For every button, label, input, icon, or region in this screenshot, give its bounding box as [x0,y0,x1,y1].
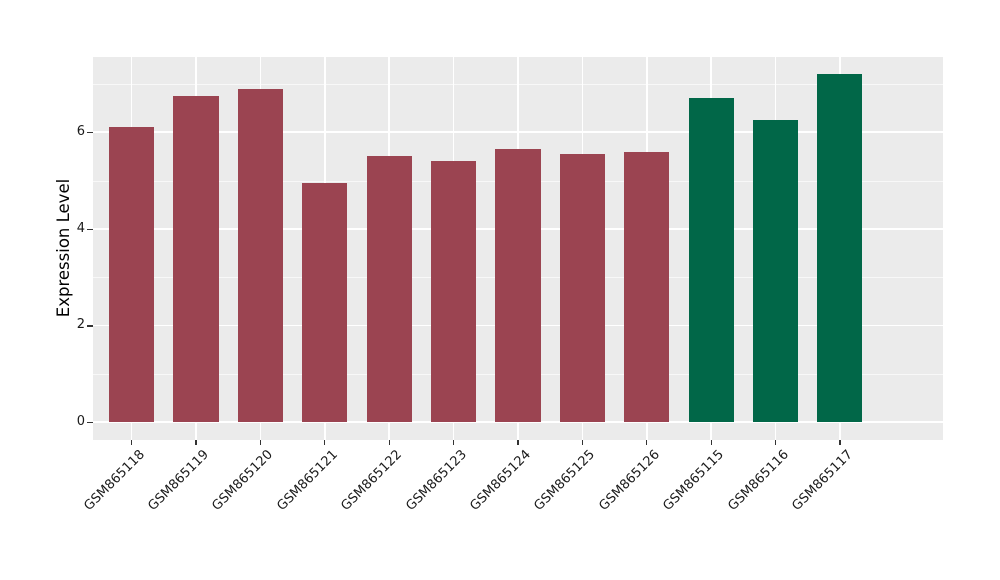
x-tick-mark [131,440,133,445]
major-gridline [93,421,943,423]
x-tick-mark [839,440,841,445]
x-tick-label: GSM865121 [274,447,341,514]
y-tick-mark [87,422,93,424]
bar-GSM865119 [173,95,219,422]
plot-area [93,57,943,440]
bar-GSM865126 [624,151,670,422]
x-tick-label: GSM865118 [80,447,148,514]
bar-GSM865123 [431,161,477,422]
y-tick-mark [87,325,93,327]
x-tick-mark [581,440,583,445]
x-tick-mark [195,440,197,445]
bar-GSM865122 [366,156,412,422]
x-tick-label: GSM865126 [596,447,663,514]
y-tick-mark [87,228,93,230]
x-tick-mark [517,440,519,445]
x-tick-mark [646,440,648,445]
y-tick-label: 0 [76,414,85,429]
x-tick-label: GSM865117 [789,447,856,514]
x-tick-mark [710,440,712,445]
x-tick-label: GSM865119 [145,447,212,514]
bar-GSM865118 [109,127,155,422]
x-tick-mark [259,440,261,445]
bar-GSM865116 [753,120,799,422]
bar-GSM865121 [302,182,348,422]
bar-GSM865125 [559,153,605,422]
x-tick-mark [453,440,455,445]
y-tick-label: 4 [76,220,85,236]
minor-gridline [93,83,943,85]
y-tick-label: 6 [76,124,85,140]
y-axis-title: Expression Level [54,178,73,318]
x-tick-label: GSM865115 [660,447,728,514]
x-tick-label: GSM865116 [724,447,792,514]
x-tick-label: GSM865125 [531,447,599,514]
bar-GSM865120 [237,88,283,422]
x-tick-mark [774,440,777,445]
x-tick-label: GSM865120 [209,447,277,514]
x-tick-mark [388,440,390,445]
bar-GSM865117 [817,74,863,422]
major-gridline [93,131,943,133]
bar-GSM865124 [495,149,541,422]
y-tick-label: 2 [76,317,85,333]
bar-GSM865115 [688,98,734,422]
x-tick-mark [324,440,326,445]
x-tick-label: GSM865122 [338,447,406,514]
x-tick-label: GSM865123 [402,447,470,514]
y-tick-mark [87,132,93,134]
x-tick-label: GSM865124 [467,447,534,514]
